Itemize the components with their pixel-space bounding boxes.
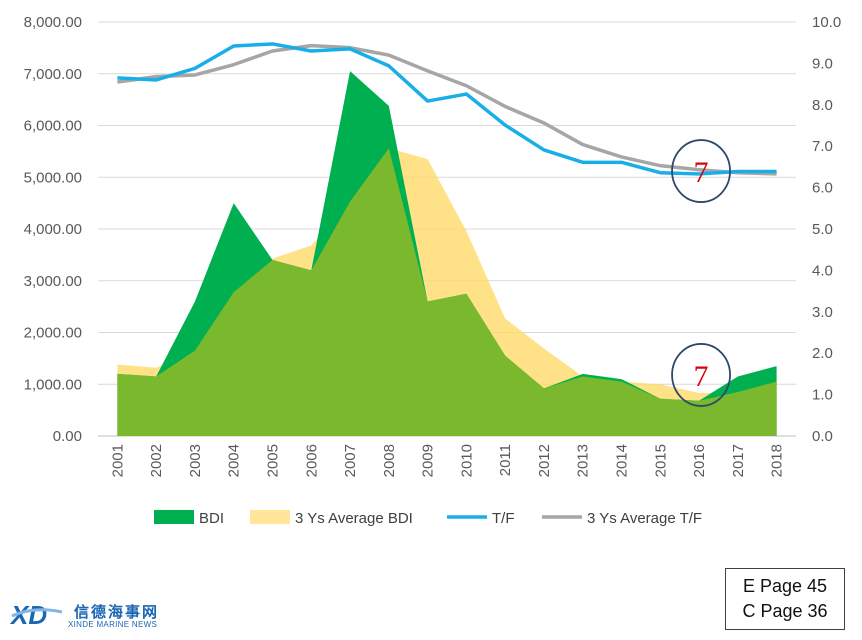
line-t-f <box>117 42 777 176</box>
page-reference-box: E Page 45 C Page 36 <box>725 568 845 630</box>
annotations: 77 <box>671 139 731 407</box>
x-tick-label: 2017 <box>730 444 747 477</box>
left-y-tick-label: 7,000.00 <box>24 66 82 83</box>
right-y-tick-label: 0.0 <box>812 428 833 445</box>
line-3-ys-average-t-f <box>117 43 777 176</box>
x-tick-label: 2005 <box>265 444 282 477</box>
right-y-tick-label: 1.0 <box>812 387 833 404</box>
left-y-tick-label: 5,000.00 <box>24 169 82 186</box>
right-y-tick-label: 10.0 <box>812 14 841 31</box>
legend-label: T/F <box>492 510 515 527</box>
x-tick-label: 2011 <box>497 444 514 476</box>
legend-swatch <box>250 510 290 524</box>
right-y-tick-label: 9.0 <box>812 55 833 72</box>
x-axis-ticks: 2001 2002 2003 2004 2005 2006 2007 2008 2009 2010… <box>109 444 785 477</box>
annotation-circle <box>671 343 731 407</box>
x-tick-label: 2013 <box>575 444 592 477</box>
left-y-tick-label: 6,000.00 <box>24 118 82 135</box>
x-tick-label: 2014 <box>614 444 631 477</box>
line-series <box>117 42 777 176</box>
right-y-tick-label: 8.0 <box>812 97 833 114</box>
left-y-tick-label: 8,000.00 <box>24 14 82 31</box>
left-y-tick-label: 4,000.00 <box>24 221 82 238</box>
xinde-logo: XD 信德海事网 XINDE MARINE NEWS <box>10 598 170 632</box>
x-tick-label: 2007 <box>342 444 359 477</box>
e-page-label: E Page 45 <box>742 576 828 596</box>
x-tick-label: 2002 <box>148 444 165 477</box>
xd-logo-mark: XD <box>10 600 63 630</box>
right-y-tick-label: 3.0 <box>812 304 833 321</box>
right-y-tick-label: 2.0 <box>812 345 833 362</box>
x-tick-label: 2001 <box>109 444 126 477</box>
x-tick-label: 2016 <box>691 444 708 477</box>
legend-swatch <box>154 510 194 524</box>
logo-english-name: XINDE MARINE NEWS <box>68 620 158 629</box>
right-y-tick-label: 4.0 <box>812 262 833 279</box>
x-tick-label: 2012 <box>536 444 553 477</box>
legend: BDI 3 Ys Average BDI T/F 3 Ys Average T/F <box>154 510 702 527</box>
x-tick-label: 2006 <box>303 444 320 477</box>
legend-label: BDI <box>199 510 224 527</box>
area-series <box>117 71 777 436</box>
x-tick-label: 2004 <box>226 444 243 477</box>
right-y-tick-label: 7.0 <box>812 138 833 155</box>
x-tick-label: 2008 <box>381 444 398 477</box>
logo-chinese-name: 信德海事网 <box>74 604 160 621</box>
legend-label: 3 Ys Average T/F <box>587 510 702 527</box>
right-y-tick-label: 5.0 <box>812 221 833 238</box>
x-tick-label: 2009 <box>420 444 437 477</box>
annotation-circle <box>671 139 731 203</box>
annotation-label: 7 <box>694 156 709 189</box>
area-bdi-average-overlap <box>117 148 777 436</box>
left-y-tick-label: 3,000.00 <box>24 273 82 290</box>
x-tick-label: 2018 <box>769 444 786 477</box>
x-tick-label: 2010 <box>458 444 475 477</box>
dual-axis-area-line-chart: 0.00 1,000.00 2,000.00 3,000.00 4,000.00 5,00… <box>24 14 842 527</box>
right-y-axis-ticks: 0.0 1.0 2.0 3.0 4.0 5.0 6.0 7.0 8.0 9.0 10.0 <box>812 14 841 445</box>
left-y-axis-ticks: 0.00 1,000.00 2,000.00 3,000.00 4,000.00 5,00… <box>24 14 82 445</box>
left-y-tick-label: 0.00 <box>53 428 82 445</box>
legend-label: 3 Ys Average BDI <box>295 510 413 527</box>
right-y-tick-label: 6.0 <box>812 180 833 197</box>
c-page-label: C Page 36 <box>742 601 828 621</box>
x-tick-label: 2015 <box>652 444 669 477</box>
annotation-label: 7 <box>694 360 709 393</box>
left-y-tick-label: 1,000.00 <box>24 376 82 393</box>
x-tick-label: 2003 <box>187 444 204 477</box>
left-y-tick-label: 2,000.00 <box>24 325 82 342</box>
